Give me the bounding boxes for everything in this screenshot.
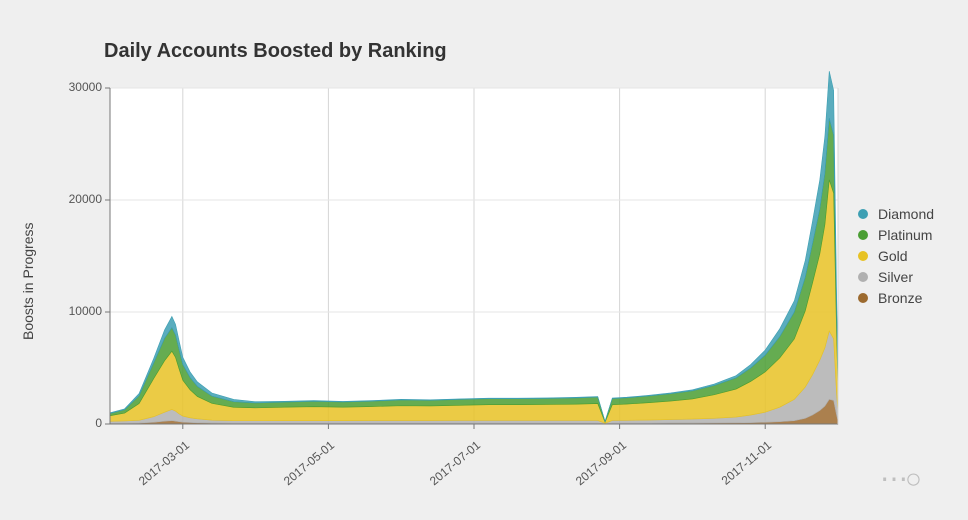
ytick-label: 20000 <box>69 192 102 206</box>
legend-swatch <box>858 209 868 219</box>
xtick-label: 2017-05-01 <box>281 438 337 488</box>
legend-swatch <box>858 251 868 261</box>
ytick-label: 10000 <box>69 304 102 318</box>
plot-area <box>110 88 838 424</box>
xtick-label: 2017-09-01 <box>573 438 629 488</box>
legend-swatch <box>858 272 868 282</box>
ytick-label: 0 <box>95 416 102 430</box>
legend: Diamond Platinum Gold Silver Bronze <box>858 206 934 311</box>
chart-container: Daily Accounts Boosted by Ranking Boosts… <box>0 0 968 520</box>
legend-label: Gold <box>878 248 908 264</box>
legend-label: Platinum <box>878 227 932 243</box>
legend-item[interactable]: Gold <box>858 248 934 264</box>
legend-label: Bronze <box>878 290 922 306</box>
legend-item[interactable]: Diamond <box>858 206 934 222</box>
legend-item[interactable]: Bronze <box>858 290 934 306</box>
legend-item[interactable]: Platinum <box>858 227 934 243</box>
legend-item[interactable]: Silver <box>858 269 934 285</box>
legend-label: Silver <box>878 269 913 285</box>
plot-svg <box>110 88 838 424</box>
legend-swatch <box>858 293 868 303</box>
watermark: ⋯○ <box>880 462 919 495</box>
y-axis-label: Boosts in Progress <box>20 223 36 341</box>
legend-label: Diamond <box>878 206 934 222</box>
ytick-label: 30000 <box>69 80 102 94</box>
chart-title: Daily Accounts Boosted by Ranking <box>104 40 447 63</box>
xtick-label: 2017-11-01 <box>719 438 774 488</box>
legend-swatch <box>858 230 868 240</box>
xtick-label: 2017-07-01 <box>427 438 483 488</box>
xtick-label: 2017-03-01 <box>136 438 192 488</box>
